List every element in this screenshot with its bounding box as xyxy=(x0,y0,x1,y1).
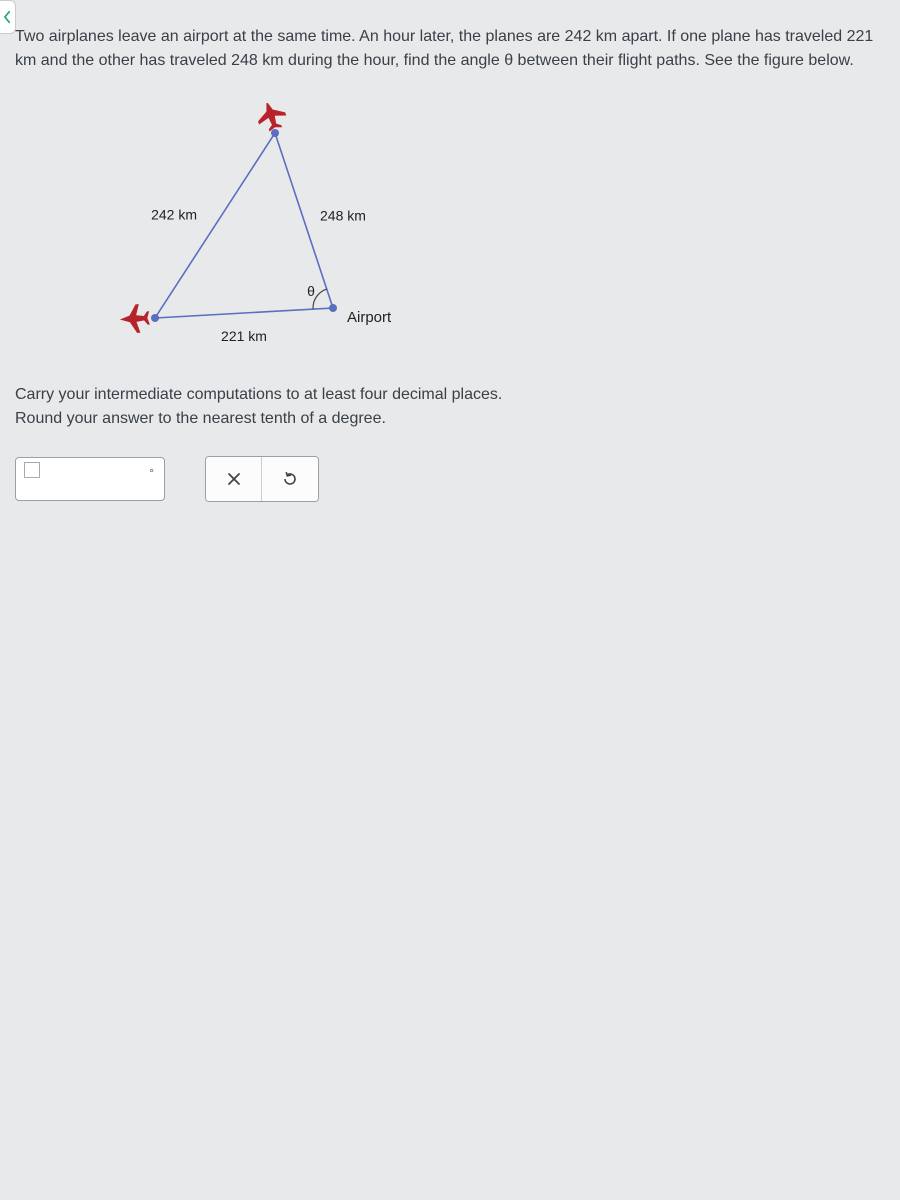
angle-label: θ xyxy=(307,283,315,299)
x-icon xyxy=(226,471,242,487)
back-tab[interactable] xyxy=(0,0,16,34)
airport-label: Airport xyxy=(347,309,392,326)
instructions: Carry your intermediate computations to … xyxy=(15,383,885,431)
instruction-line: Round your answer to the nearest tenth o… xyxy=(15,407,885,431)
answer-controls xyxy=(205,456,319,502)
input-cursor-box xyxy=(24,462,40,478)
clear-button[interactable] xyxy=(206,457,262,501)
redo-button[interactable] xyxy=(262,457,318,501)
airplane-icon xyxy=(253,103,289,134)
answer-input[interactable]: ° xyxy=(15,457,165,501)
side-right-label: 248 km xyxy=(320,208,366,224)
degree-symbol: ° xyxy=(149,464,154,482)
airplane-icon xyxy=(119,304,150,334)
figure: 242 km 248 km 221 km θ Airport xyxy=(95,103,495,363)
problem-text: Two airplanes leave an airport at the sa… xyxy=(15,25,885,73)
side-top-label: 242 km xyxy=(151,207,197,223)
side-bottom-label: 221 km xyxy=(221,328,267,344)
instruction-line: Carry your intermediate computations to … xyxy=(15,383,885,407)
redo-icon xyxy=(281,470,299,488)
triangle-diagram: 242 km 248 km 221 km θ Airport xyxy=(95,103,455,363)
